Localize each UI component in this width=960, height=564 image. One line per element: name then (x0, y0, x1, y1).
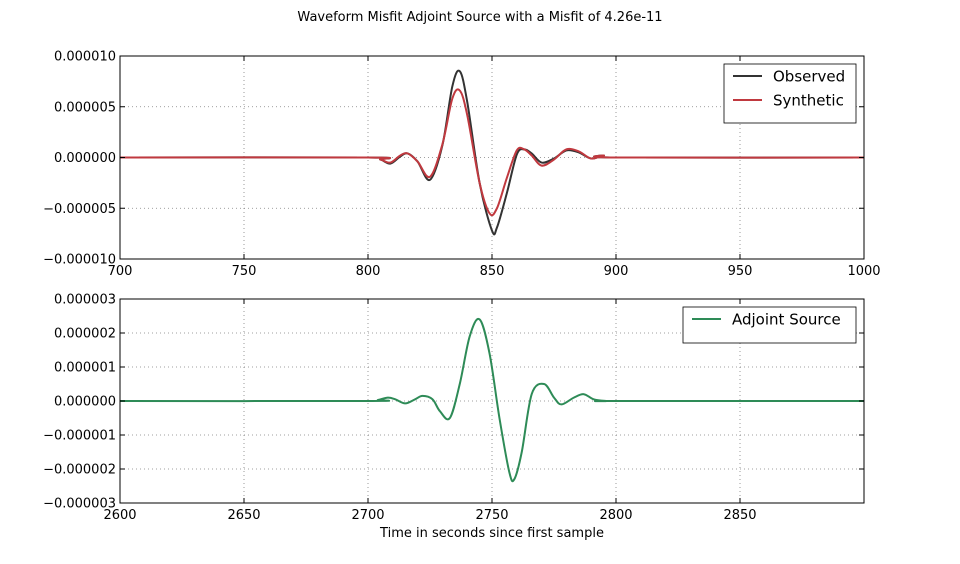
x-tick-label: 2700 (351, 508, 384, 523)
x-tick-label: 2650 (227, 508, 260, 523)
y-tick-label: 0.000001 (54, 361, 116, 376)
legend-box (723, 63, 857, 124)
y-tick-label: −0.000005 (43, 202, 116, 217)
legend-label: Observed (773, 68, 845, 86)
figure-title: Waveform Misfit Adjoint Source with a Mi… (297, 10, 662, 25)
x-tick-label: 950 (728, 264, 753, 279)
x-tick-label: 850 (480, 264, 505, 279)
legend: Observed Synthetic (723, 63, 857, 124)
series-line-synthetic (119, 88, 865, 217)
x-tick-label: 2600 (103, 508, 136, 523)
x-tick-label: 900 (604, 264, 629, 279)
legend-label: Synthetic (773, 92, 844, 110)
y-tick-label: 0.000005 (54, 100, 116, 115)
series-line-adjoint-source (119, 317, 864, 483)
legend-label: Adjoint Source (732, 311, 841, 329)
x-tick-label: 2850 (723, 508, 756, 523)
y-tick-label: 0.000010 (54, 50, 116, 65)
x-tick-label: 1000 (847, 264, 880, 279)
legend: Adjoint Source (682, 306, 857, 344)
x-tick-label: 750 (232, 264, 257, 279)
y-tick-label: 0.000000 (54, 395, 116, 410)
y-tick-label: −0.000002 (43, 463, 116, 478)
y-tick-label: 0.000000 (54, 151, 116, 166)
y-tick-label: −0.000003 (43, 497, 116, 512)
y-tick-label: −0.000001 (43, 429, 116, 444)
x-tick-label: 2800 (599, 508, 632, 523)
x-axis-label: Time in seconds since first sample (379, 526, 604, 541)
y-tick-label: −0.000010 (43, 253, 116, 268)
bottom-adjoint-panel: 2600 2650 2700 2750 2800 2850 0.000003 0.000002… (43, 293, 865, 541)
y-tick-label: 0.000002 (54, 327, 116, 342)
x-tick-label: 700 (108, 264, 133, 279)
top-waveform-panel: 700 750 800 850 900 950 1000 0.000010 0.000005 0.… (43, 50, 880, 280)
legend-box (682, 306, 857, 344)
x-tick-label: 800 (356, 264, 381, 279)
y-tick-label: 0.000003 (54, 293, 116, 308)
x-tick-label: 2750 (475, 508, 508, 523)
